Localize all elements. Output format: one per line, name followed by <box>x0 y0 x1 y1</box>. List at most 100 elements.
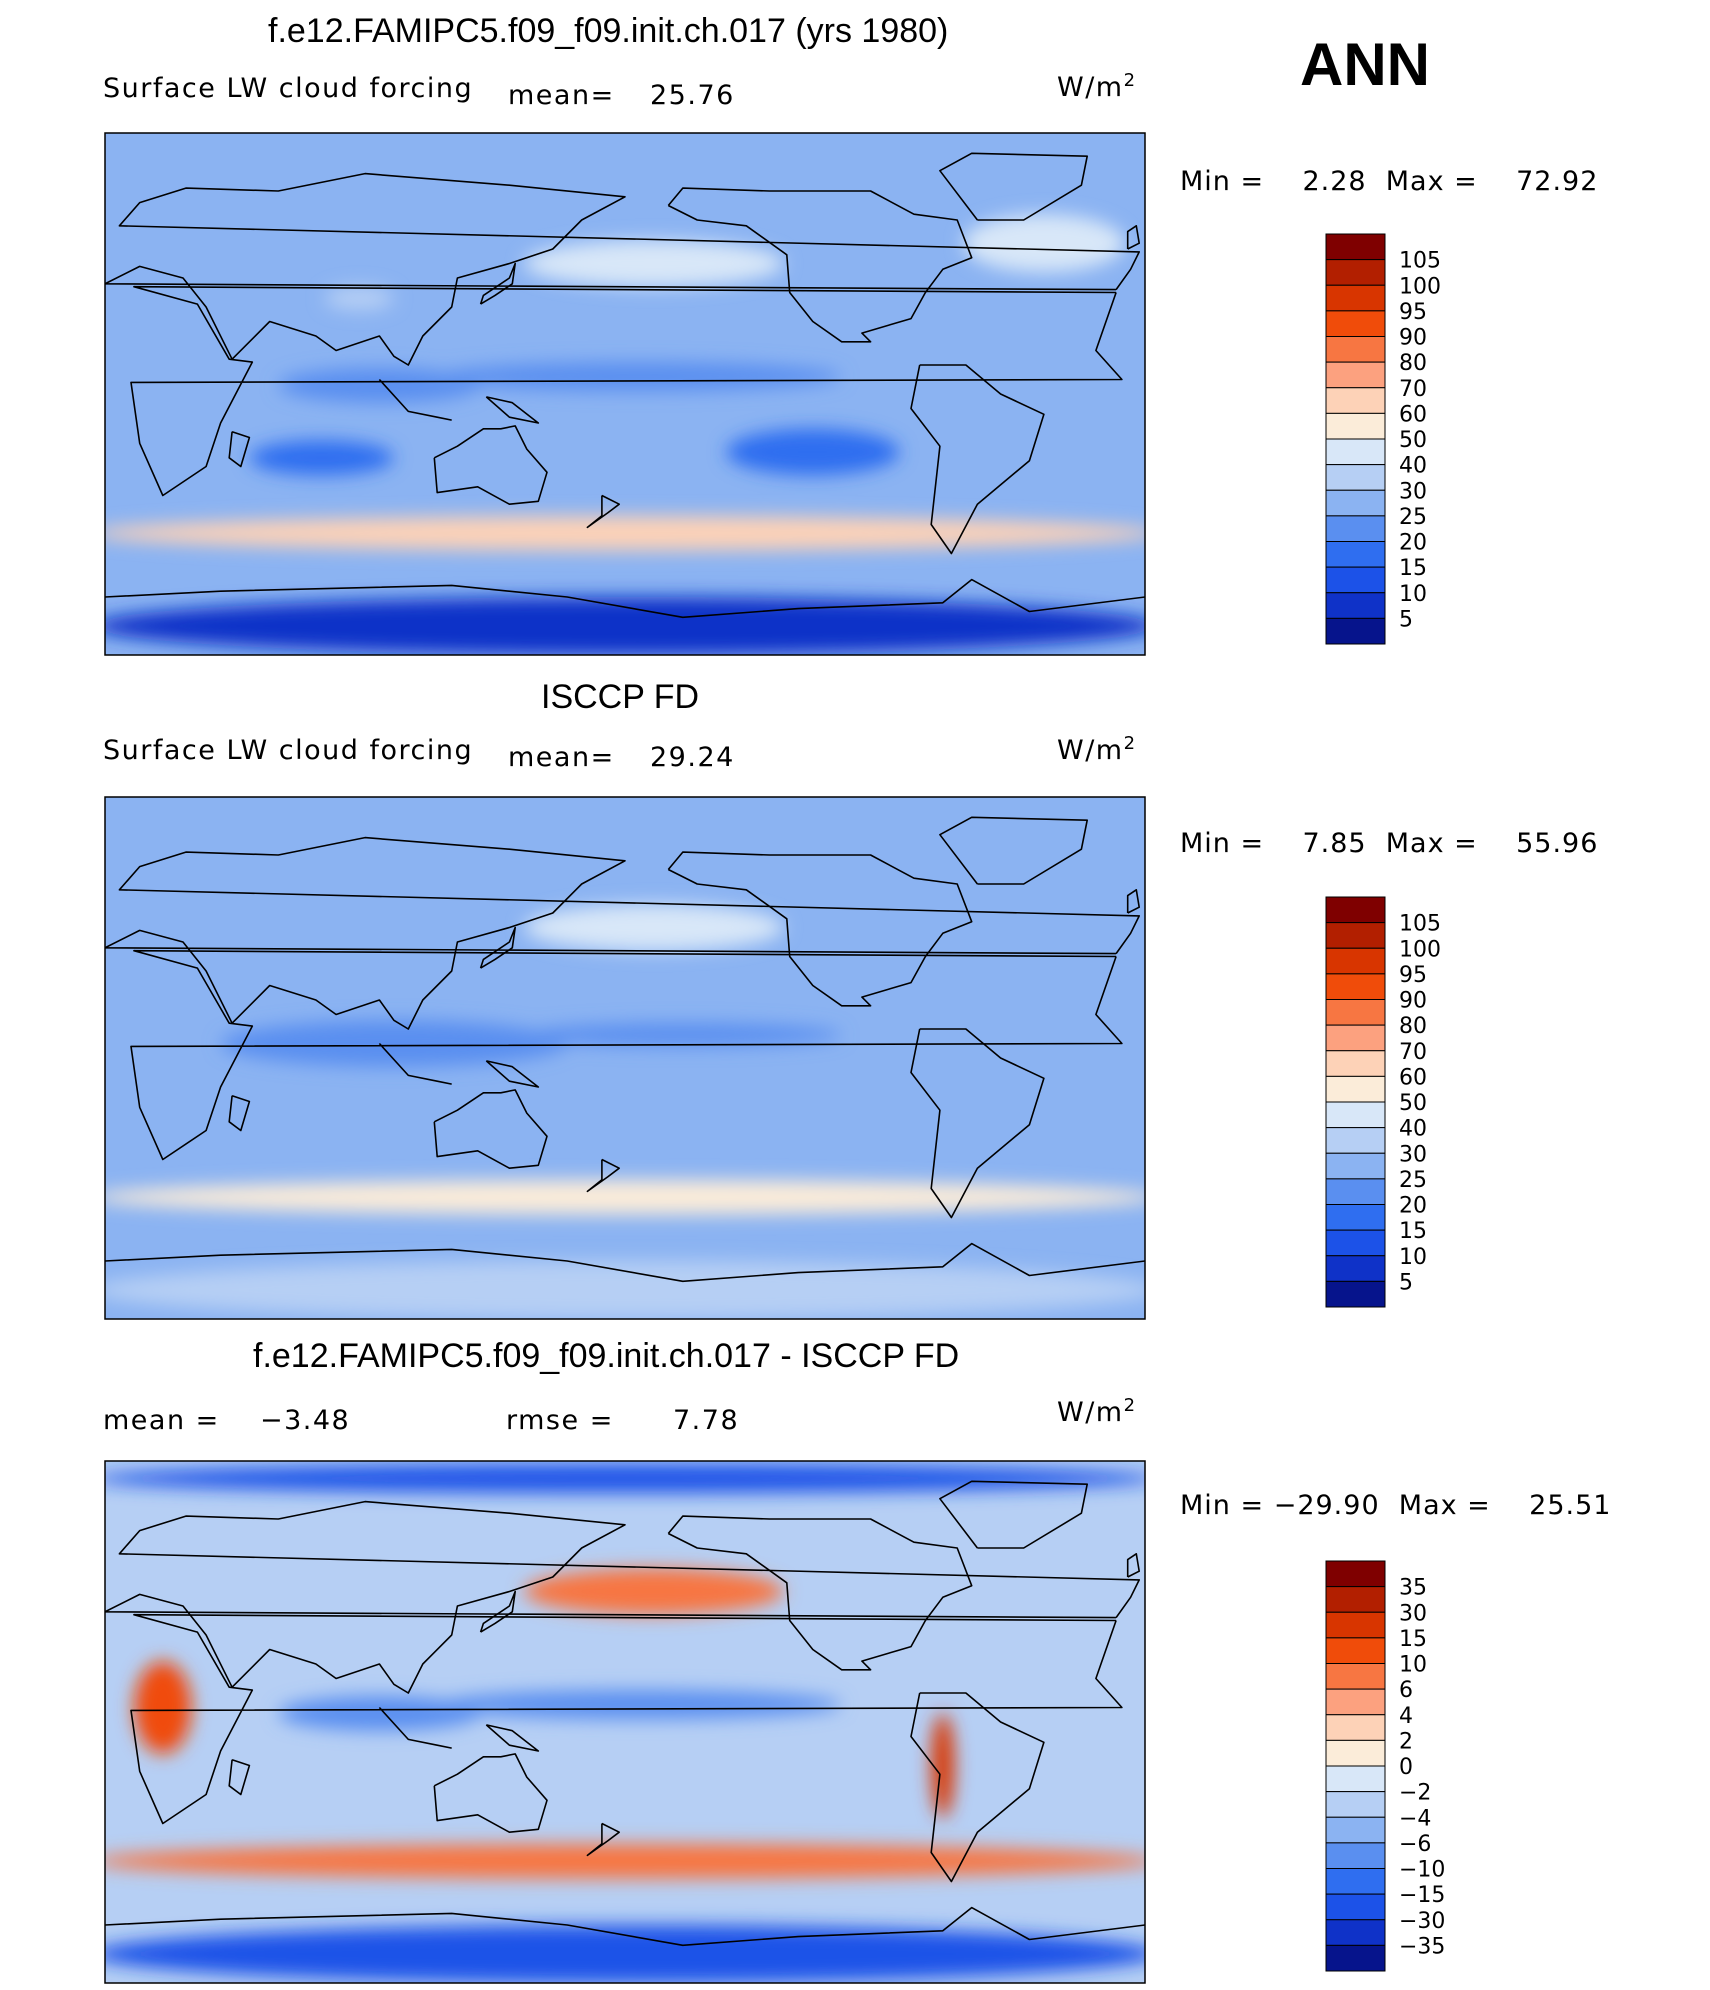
colorbar-tick-label: 60 <box>1399 1065 1427 1090</box>
colorbar-swatch <box>1325 1791 1386 1818</box>
field-antarctica <box>105 597 1145 655</box>
colorbar-tick-label: 4 <box>1399 1704 1413 1729</box>
field-tropical-pacific <box>437 1690 842 1720</box>
colorbar-swatch <box>1325 310 1386 337</box>
coastline <box>485 396 540 424</box>
field-tropical-pacific <box>437 362 842 392</box>
colorbar-tick-label: 105 <box>1399 249 1441 274</box>
coastline <box>667 1515 973 1671</box>
colorbar-tick-label: 50 <box>1399 428 1427 453</box>
colorbar-tick-label: 40 <box>1399 454 1427 479</box>
colorbar-swatch <box>1325 336 1386 363</box>
map-panel-3 <box>105 1461 1145 1983</box>
panel1-mean-value: 25.76 <box>650 80 735 111</box>
colorbar-swatch <box>1325 1637 1386 1664</box>
colorbar-tick-label: 60 <box>1399 402 1427 427</box>
field-subtropics <box>726 428 900 476</box>
colorbar-tick-label: 15 <box>1399 1627 1427 1652</box>
field-north-pacific <box>523 240 784 287</box>
colorbar-swatch <box>1325 1050 1386 1077</box>
coastline <box>130 1613 1123 1825</box>
coastlines <box>105 816 1145 1283</box>
coastline <box>228 1758 251 1796</box>
colorbar-swatch <box>1325 1663 1386 1690</box>
coastline <box>433 1753 548 1833</box>
colorbar-swatch <box>1325 1739 1386 1767</box>
colorbar-swatch <box>1325 999 1386 1026</box>
colorbar-swatch <box>1325 1280 1386 1308</box>
coastline <box>586 494 620 529</box>
colorbar-tick-label: 70 <box>1399 1040 1427 1065</box>
colorbar-tick-label: 20 <box>1399 1194 1427 1219</box>
panel1-variable: Surface LW cloud forcing <box>103 73 474 104</box>
field-tropics <box>523 1023 842 1047</box>
coastlines <box>105 1480 1145 1947</box>
units-exponent: 2 <box>1123 1395 1137 1416</box>
field-southern-ocean-storm-track <box>105 1179 1145 1215</box>
field-north-pacific <box>523 1568 784 1615</box>
colorbar-swatch <box>1325 1842 1386 1869</box>
field-north-pacific <box>523 904 784 951</box>
colorbar-tick-label: −15 <box>1399 1883 1445 1908</box>
colorbar-swatch <box>1325 1560 1386 1588</box>
coastline <box>105 578 1145 619</box>
colorbar-swatch <box>1325 592 1386 619</box>
colorbar-tick-label: 25 <box>1399 505 1427 530</box>
colorbar-swatch <box>1325 1127 1386 1154</box>
colorbar-tick-label: 20 <box>1399 531 1427 556</box>
colorbar-swatch <box>1325 1075 1386 1103</box>
units-text: W/m <box>1057 735 1124 766</box>
panel1-mean-label: mean= <box>508 80 615 111</box>
colorbar-tick-label: 10 <box>1399 1245 1427 1270</box>
colorbar-swatch <box>1325 1229 1386 1257</box>
colorbar-swatch <box>1325 1204 1386 1231</box>
panel3-minmax: Min = −29.90 Max = 25.51 <box>1180 1490 1612 1521</box>
panel1-units: W/m2 <box>1057 70 1137 103</box>
colorbar-swatch <box>1325 1816 1386 1844</box>
colorbar-swatch <box>1325 1152 1386 1180</box>
colorbar-swatch <box>1325 1765 1386 1793</box>
panel2-minmax: Min = 7.85 Max = 55.96 <box>1180 828 1599 859</box>
colorbar-swatch <box>1325 1893 1386 1921</box>
map-background-field <box>105 1461 1145 1983</box>
colorbar-swatch <box>1325 1255 1386 1282</box>
colorbar-tick-label: 15 <box>1399 1219 1427 1244</box>
colorbar-swatch <box>1325 973 1386 1000</box>
panel2-mean-label: mean= <box>508 742 615 773</box>
colorbar-tick-label: −2 <box>1399 1781 1431 1806</box>
field-tropics <box>220 1020 568 1067</box>
colorbar-swatch <box>1325 1101 1386 1129</box>
coastline <box>939 816 1088 885</box>
units-text: W/m <box>1057 72 1124 103</box>
map-frame <box>104 1460 1146 1984</box>
panel1-title: f.e12.FAMIPC5.f09_f09.init.ch.017 (yrs 1… <box>268 12 949 50</box>
coastline <box>479 1590 516 1633</box>
panel2-title: ISCCP FD <box>541 678 700 716</box>
colorbar-swatch <box>1325 1178 1386 1205</box>
coastline <box>378 1706 452 1749</box>
colorbar-swatch <box>1325 259 1386 286</box>
colorbar-tick-label: 15 <box>1399 556 1427 581</box>
colorbar-tick-label: 70 <box>1399 377 1427 402</box>
map-panel-2 <box>105 797 1145 1319</box>
field-tropical-pacific <box>278 367 481 403</box>
coastline <box>105 1500 1140 1694</box>
colorbar-swatch <box>1325 1586 1386 1613</box>
colorbar-tick-label: 80 <box>1399 1014 1427 1039</box>
coastline <box>910 1692 1045 1883</box>
field-subtropics <box>249 440 394 476</box>
units-exponent: 2 <box>1123 733 1137 754</box>
colorbar-tick-label: −35 <box>1399 1934 1445 1959</box>
colorbar-tick-label: 10 <box>1399 582 1427 607</box>
panel3-title: f.e12.FAMIPC5.f09_f09.init.ch.017 - ISCC… <box>253 1337 960 1375</box>
colorbar-swatch <box>1325 1944 1386 1972</box>
colorbar-tick-label: 10 <box>1399 1653 1427 1678</box>
colorbar-swatch <box>1325 922 1386 949</box>
coastline <box>485 1724 540 1752</box>
coastline <box>910 364 1045 555</box>
colorbar-tick-label: −30 <box>1399 1909 1445 1934</box>
coastline <box>433 1089 548 1169</box>
coastline <box>479 262 516 305</box>
season-label: ANN <box>1300 31 1430 98</box>
